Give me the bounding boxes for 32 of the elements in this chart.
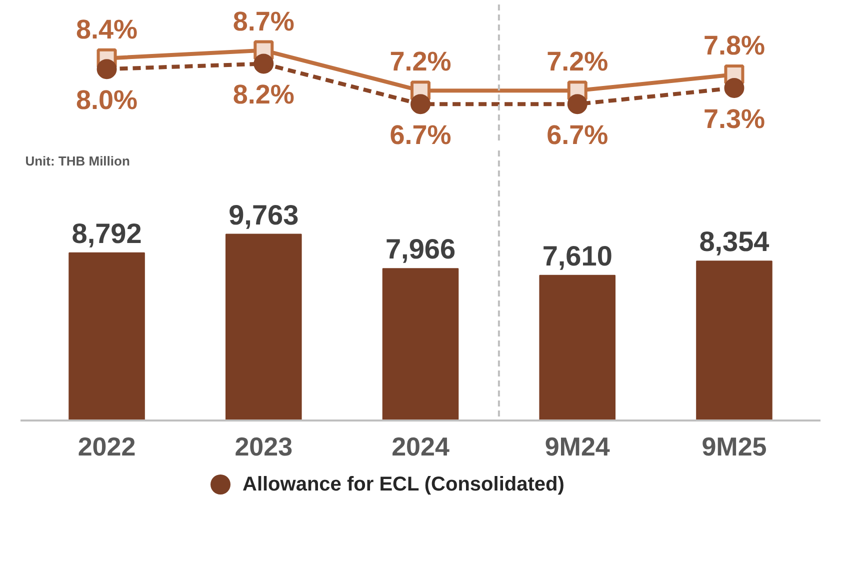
data-label: 7,610 bbox=[542, 240, 612, 272]
data-label: 7.8% bbox=[703, 30, 765, 60]
data-label: 8.2% bbox=[232, 80, 294, 110]
data-label: 8,354 bbox=[699, 226, 770, 258]
point bbox=[724, 78, 744, 98]
point bbox=[410, 94, 430, 114]
data-label: 8,792 bbox=[72, 218, 142, 249]
data-label: 8.4% bbox=[76, 14, 138, 44]
point bbox=[96, 59, 117, 80]
bar bbox=[382, 268, 459, 420]
point bbox=[254, 54, 274, 74]
text: Unit: THB Million bbox=[25, 154, 130, 168]
x-tick-label: 9M25 bbox=[702, 432, 767, 462]
point bbox=[567, 94, 588, 114]
data-label: 8.7% bbox=[232, 6, 294, 36]
x-tick-label: 9M24 bbox=[544, 432, 610, 462]
data-label: 6.7% bbox=[546, 120, 608, 150]
data-label: 9,763 bbox=[228, 199, 299, 230]
data-label: 7.2% bbox=[546, 46, 608, 77]
bar bbox=[539, 274, 616, 420]
x-tick-label: 2023 bbox=[234, 432, 293, 462]
data-label: 7,966 bbox=[385, 234, 456, 265]
legend-label: Allowance for ECL (Consolidated) bbox=[242, 474, 564, 496]
data-label: 8.0% bbox=[76, 85, 138, 116]
x-tick-label: 2024 bbox=[392, 432, 450, 462]
x-tick-label: 2022 bbox=[78, 432, 136, 462]
data-label: 7.3% bbox=[703, 104, 765, 134]
data-label: 6.7% bbox=[390, 120, 452, 150]
bar bbox=[225, 234, 302, 420]
data-label: 7.2% bbox=[390, 46, 452, 77]
bar bbox=[68, 252, 145, 420]
bar bbox=[696, 260, 772, 420]
